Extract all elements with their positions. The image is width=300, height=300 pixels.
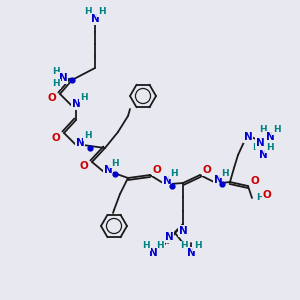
Text: O: O xyxy=(250,176,260,186)
Text: H: H xyxy=(52,68,60,76)
Text: H: H xyxy=(170,169,178,178)
Text: N: N xyxy=(72,99,80,109)
Text: H: H xyxy=(194,242,202,250)
Text: N: N xyxy=(244,132,252,142)
Text: H: H xyxy=(266,143,274,152)
Text: N: N xyxy=(178,226,188,236)
Text: H: H xyxy=(221,169,229,178)
Text: O: O xyxy=(52,133,60,143)
Text: O: O xyxy=(262,190,272,200)
Text: O: O xyxy=(153,165,161,175)
Text: O: O xyxy=(48,93,56,103)
Text: N: N xyxy=(266,132,274,142)
Text: H: H xyxy=(84,131,92,140)
Text: H: H xyxy=(273,125,281,134)
Text: N: N xyxy=(214,175,222,185)
Text: H: H xyxy=(259,125,267,134)
Text: N: N xyxy=(91,14,99,24)
Text: O: O xyxy=(202,165,211,175)
Text: H: H xyxy=(142,242,150,250)
Text: N: N xyxy=(163,176,171,186)
Text: H: H xyxy=(180,242,188,250)
Text: N: N xyxy=(58,73,68,83)
Text: N: N xyxy=(148,248,158,258)
Text: N: N xyxy=(76,138,84,148)
Text: H: H xyxy=(111,158,119,167)
Text: H: H xyxy=(156,242,164,250)
Text: H: H xyxy=(80,92,88,101)
Text: N: N xyxy=(103,165,112,175)
Text: N: N xyxy=(165,232,173,242)
Text: H: H xyxy=(98,8,106,16)
Text: N: N xyxy=(256,138,264,148)
Text: N: N xyxy=(187,248,195,258)
Text: N: N xyxy=(259,150,267,160)
Text: H: H xyxy=(252,143,260,152)
Text: H: H xyxy=(84,8,92,16)
Text: H: H xyxy=(256,194,264,202)
Text: O: O xyxy=(80,161,88,171)
Text: H: H xyxy=(52,80,60,88)
